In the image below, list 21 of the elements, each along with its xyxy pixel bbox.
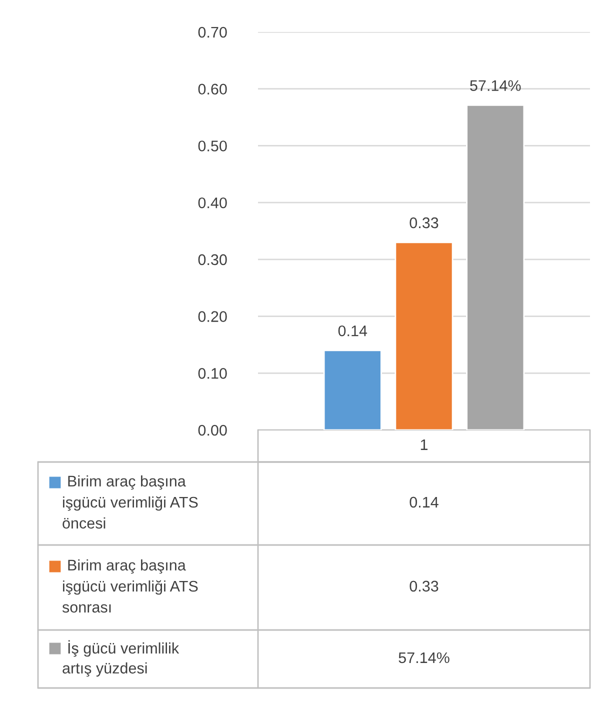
y-tick-label: 0.70 (198, 26, 227, 38)
y-tick-label: 0.40 (198, 197, 227, 208)
y-tick-label: 0.20 (198, 311, 227, 322)
bar (394, 242, 454, 430)
y-tick-label: 0.50 (198, 140, 227, 152)
y-tick-label: 0.00 (198, 424, 227, 436)
legend-label: Birim araç başına işgücü verimliği ATS sonrası (62, 559, 198, 613)
x-tick-label: 1 (420, 439, 428, 450)
bar (466, 104, 525, 430)
data-label: 57.14% (470, 80, 521, 91)
text: 57.14% (398, 652, 450, 664)
data-label: 0.14 (338, 325, 368, 336)
legend-label: İş gücü verimlilik artış yüzdesi (62, 640, 180, 677)
text: 0.33 (410, 580, 438, 592)
bar (323, 350, 382, 430)
text: 0.14 (410, 496, 438, 508)
y-tick-label: 0.30 (198, 254, 227, 266)
data-label: 0.33 (410, 217, 438, 228)
y-tick-label: 0.10 (198, 368, 227, 379)
y-tick-label: 0.60 (198, 84, 227, 95)
legend-label: Birim araç başına işgücü verimliği ATS öncesi (62, 475, 198, 529)
